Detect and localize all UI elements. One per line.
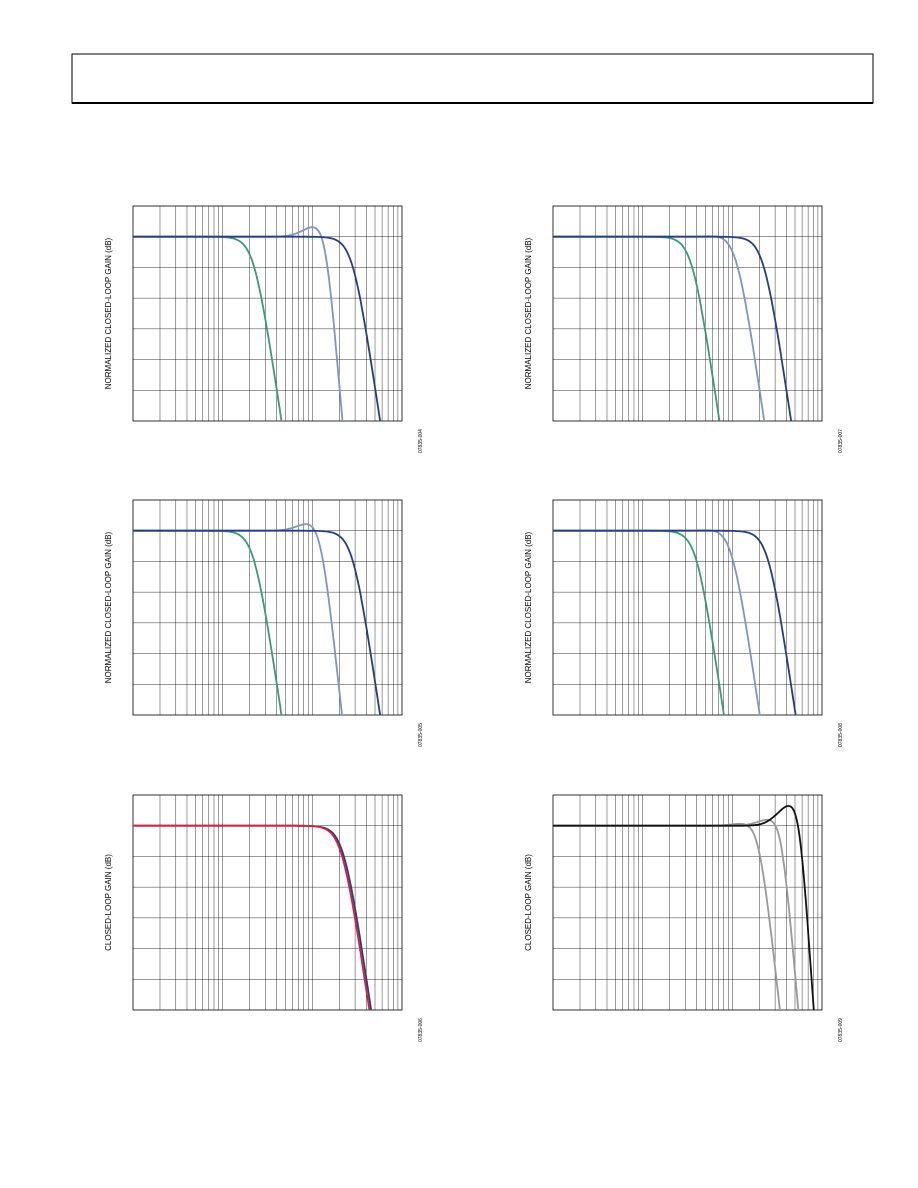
figure: NORMALIZED CLOSED-LOOP GAIN (dB) 07835-00… [524, 205, 844, 453]
figure-code: 07835-007 [838, 429, 844, 453]
response-curve [133, 529, 382, 715]
response-curve [553, 235, 721, 421]
response-curve [553, 805, 815, 1010]
response-curve [133, 824, 373, 1010]
response-curve [553, 529, 797, 715]
plot-frame [132, 205, 403, 422]
y-axis-label: CLOSED-LOOP GAIN (dB) [524, 854, 533, 951]
response-curve [553, 235, 766, 421]
y-axis-label: NORMALIZED CLOSED-LOOP GAIN (dB) [104, 237, 113, 389]
figure-code: 07835-004 [418, 429, 424, 453]
figure-code: 07835-006 [418, 1018, 424, 1042]
response-curve [133, 529, 283, 715]
plot-frame [132, 499, 403, 716]
figure: NORMALIZED CLOSED-LOOP GAIN (dB) 07835-00… [104, 205, 424, 453]
plot-frame [552, 499, 823, 716]
figure: CLOSED-LOOP GAIN (dB) 07835-009 [524, 794, 844, 1042]
y-axis-label: CLOSED-LOOP GAIN (dB) [104, 854, 113, 951]
y-axis-label: NORMALIZED CLOSED-LOOP GAIN (dB) [104, 531, 113, 683]
figure: CLOSED-LOOP GAIN (dB) 07835-006 [104, 794, 424, 1042]
response-curve [133, 235, 382, 421]
response-curve [133, 824, 371, 1010]
plot-frame [552, 205, 823, 422]
y-axis-label: NORMALIZED CLOSED-LOOP GAIN (dB) [524, 237, 533, 389]
response-curve [553, 818, 800, 1010]
figure-code: 07835-009 [838, 1018, 844, 1042]
figure-code: 07835-008 [838, 723, 844, 747]
figure: NORMALIZED CLOSED-LOOP GAIN (dB) 07835-00… [104, 499, 424, 747]
plot-frame [552, 794, 823, 1011]
response-curve [133, 235, 283, 421]
figure: NORMALIZED CLOSED-LOOP GAIN (dB) 07835-00… [524, 499, 844, 747]
response-curve [553, 235, 793, 421]
header-box [71, 53, 874, 104]
plot-frame [132, 794, 403, 1011]
y-axis-label: NORMALIZED CLOSED-LOOP GAIN (dB) [524, 531, 533, 683]
figure-code: 07835-005 [418, 723, 424, 747]
